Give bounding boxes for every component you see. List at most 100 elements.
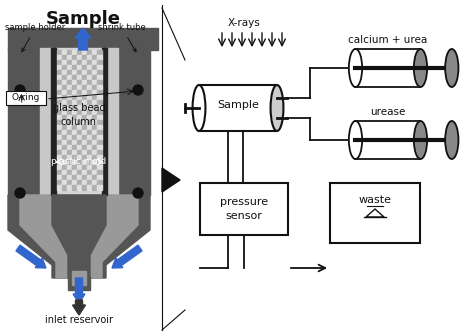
Bar	[87, 105, 92, 110]
Bar	[57, 150, 62, 155]
Bar	[62, 150, 67, 155]
Bar	[67, 140, 72, 145]
Ellipse shape	[349, 121, 362, 159]
Bar	[97, 125, 102, 130]
Bar	[72, 125, 77, 130]
Bar	[67, 150, 72, 155]
Bar	[67, 90, 72, 95]
Bar	[62, 80, 67, 85]
Bar	[92, 130, 97, 135]
Bar	[82, 75, 87, 80]
Bar	[6, 91, 46, 105]
Bar	[92, 155, 97, 160]
Bar	[97, 135, 102, 140]
Bar	[77, 50, 82, 55]
Bar	[92, 165, 97, 170]
Bar	[77, 140, 82, 145]
Bar	[62, 155, 67, 160]
Bar	[67, 145, 72, 150]
Bar	[72, 85, 77, 90]
Bar	[97, 105, 102, 110]
Bar	[87, 90, 92, 95]
Bar	[118, 48, 150, 195]
Bar	[62, 135, 67, 140]
Bar	[77, 100, 82, 105]
Bar	[67, 115, 72, 120]
Bar	[67, 175, 72, 180]
Bar	[57, 145, 62, 150]
Bar	[92, 110, 97, 115]
Bar	[62, 165, 67, 170]
Bar	[72, 180, 77, 185]
Bar	[87, 155, 92, 160]
Bar	[92, 105, 97, 110]
Bar	[67, 125, 72, 130]
Bar	[72, 65, 77, 70]
Bar	[67, 65, 72, 70]
Text: Sample: Sample	[217, 100, 259, 110]
Bar	[82, 145, 87, 150]
Bar	[67, 180, 72, 185]
Bar	[77, 60, 82, 65]
Bar	[92, 185, 97, 190]
Bar	[92, 50, 97, 55]
Bar	[57, 50, 62, 55]
FancyArrow shape	[73, 300, 85, 315]
Bar	[87, 85, 92, 90]
Bar	[62, 85, 67, 90]
Bar	[97, 50, 102, 55]
Bar	[97, 70, 102, 75]
Bar	[77, 115, 82, 120]
Bar	[82, 65, 87, 70]
Bar	[72, 55, 77, 60]
Bar	[62, 90, 67, 95]
Bar	[82, 110, 87, 115]
Bar	[67, 130, 72, 135]
Bar	[67, 160, 72, 165]
Bar	[82, 150, 87, 155]
Ellipse shape	[445, 121, 458, 159]
Bar	[57, 155, 62, 160]
Text: urease: urease	[370, 107, 406, 117]
Bar	[330, 183, 420, 243]
Bar	[67, 185, 72, 190]
Bar	[62, 65, 67, 70]
Bar	[82, 175, 87, 180]
Bar	[82, 180, 87, 185]
Bar	[57, 90, 62, 95]
Bar	[92, 85, 97, 90]
Bar	[87, 95, 92, 100]
Bar	[87, 120, 92, 125]
Bar	[67, 165, 72, 170]
Bar	[72, 271, 86, 285]
Bar	[97, 185, 102, 190]
Bar	[67, 95, 72, 100]
Bar	[87, 145, 92, 150]
Bar	[356, 121, 420, 159]
Bar	[87, 160, 92, 165]
Bar	[92, 120, 97, 125]
Bar	[57, 140, 62, 145]
Bar	[57, 185, 62, 190]
Bar	[97, 180, 102, 185]
Bar	[72, 115, 77, 120]
Bar	[87, 180, 92, 185]
Bar	[97, 145, 102, 150]
Bar	[82, 95, 87, 100]
Bar	[62, 125, 67, 130]
Bar	[356, 49, 420, 87]
Bar	[57, 120, 62, 125]
Bar	[77, 110, 82, 115]
Bar	[82, 160, 87, 165]
Bar	[67, 120, 72, 125]
Bar	[72, 75, 77, 80]
FancyArrow shape	[16, 245, 46, 268]
Bar	[87, 65, 92, 70]
Bar	[97, 80, 102, 85]
Bar	[77, 95, 82, 100]
Bar	[56, 48, 102, 195]
Bar	[67, 105, 72, 110]
Bar	[72, 110, 77, 115]
Bar	[87, 135, 92, 140]
Bar	[87, 165, 92, 170]
